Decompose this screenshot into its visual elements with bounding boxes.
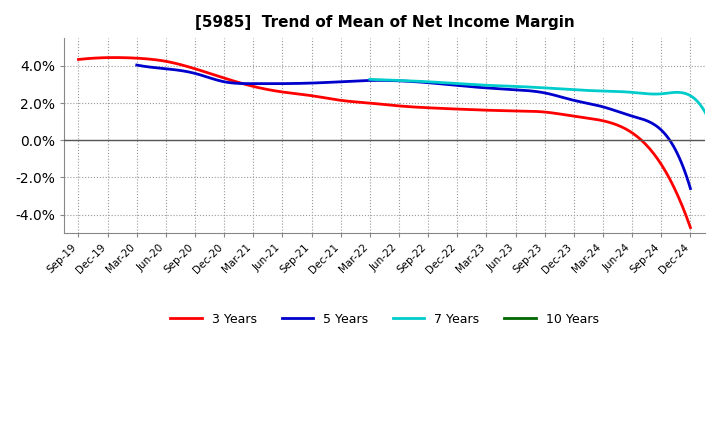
7 Years (366, 77, 375, 82)
5 Years (132, 62, 141, 68)
3 Years (76, 57, 85, 62)
3 Years (438, 106, 447, 111)
3 Years (686, 225, 695, 230)
3 Years (441, 106, 449, 111)
Line: 7 Years: 7 Years (370, 79, 719, 150)
5 Years (472, 84, 480, 90)
7 Years (572, 87, 581, 92)
3 Years (111, 55, 120, 60)
3 Years (592, 117, 600, 122)
3 Years (451, 106, 459, 112)
7 Years (683, 92, 691, 97)
7 Years (715, 147, 720, 152)
5 Years (686, 186, 695, 191)
5 Years (599, 104, 608, 110)
5 Years (634, 115, 643, 121)
Line: 5 Years: 5 Years (137, 65, 690, 189)
3 Years (74, 57, 83, 62)
3 Years (631, 132, 639, 138)
Legend: 3 Years, 5 Years, 7 Years, 10 Years: 3 Years, 5 Years, 7 Years, 10 Years (166, 308, 603, 331)
5 Years (135, 63, 143, 68)
7 Years (660, 91, 669, 96)
5 Years (462, 84, 471, 89)
5 Years (460, 84, 469, 89)
7 Years (366, 77, 374, 82)
7 Years (574, 88, 582, 93)
Line: 3 Years: 3 Years (78, 58, 690, 227)
7 Years (580, 88, 588, 93)
Title: [5985]  Trend of Mean of Net Income Margin: [5985] Trend of Mean of Net Income Margi… (194, 15, 575, 30)
